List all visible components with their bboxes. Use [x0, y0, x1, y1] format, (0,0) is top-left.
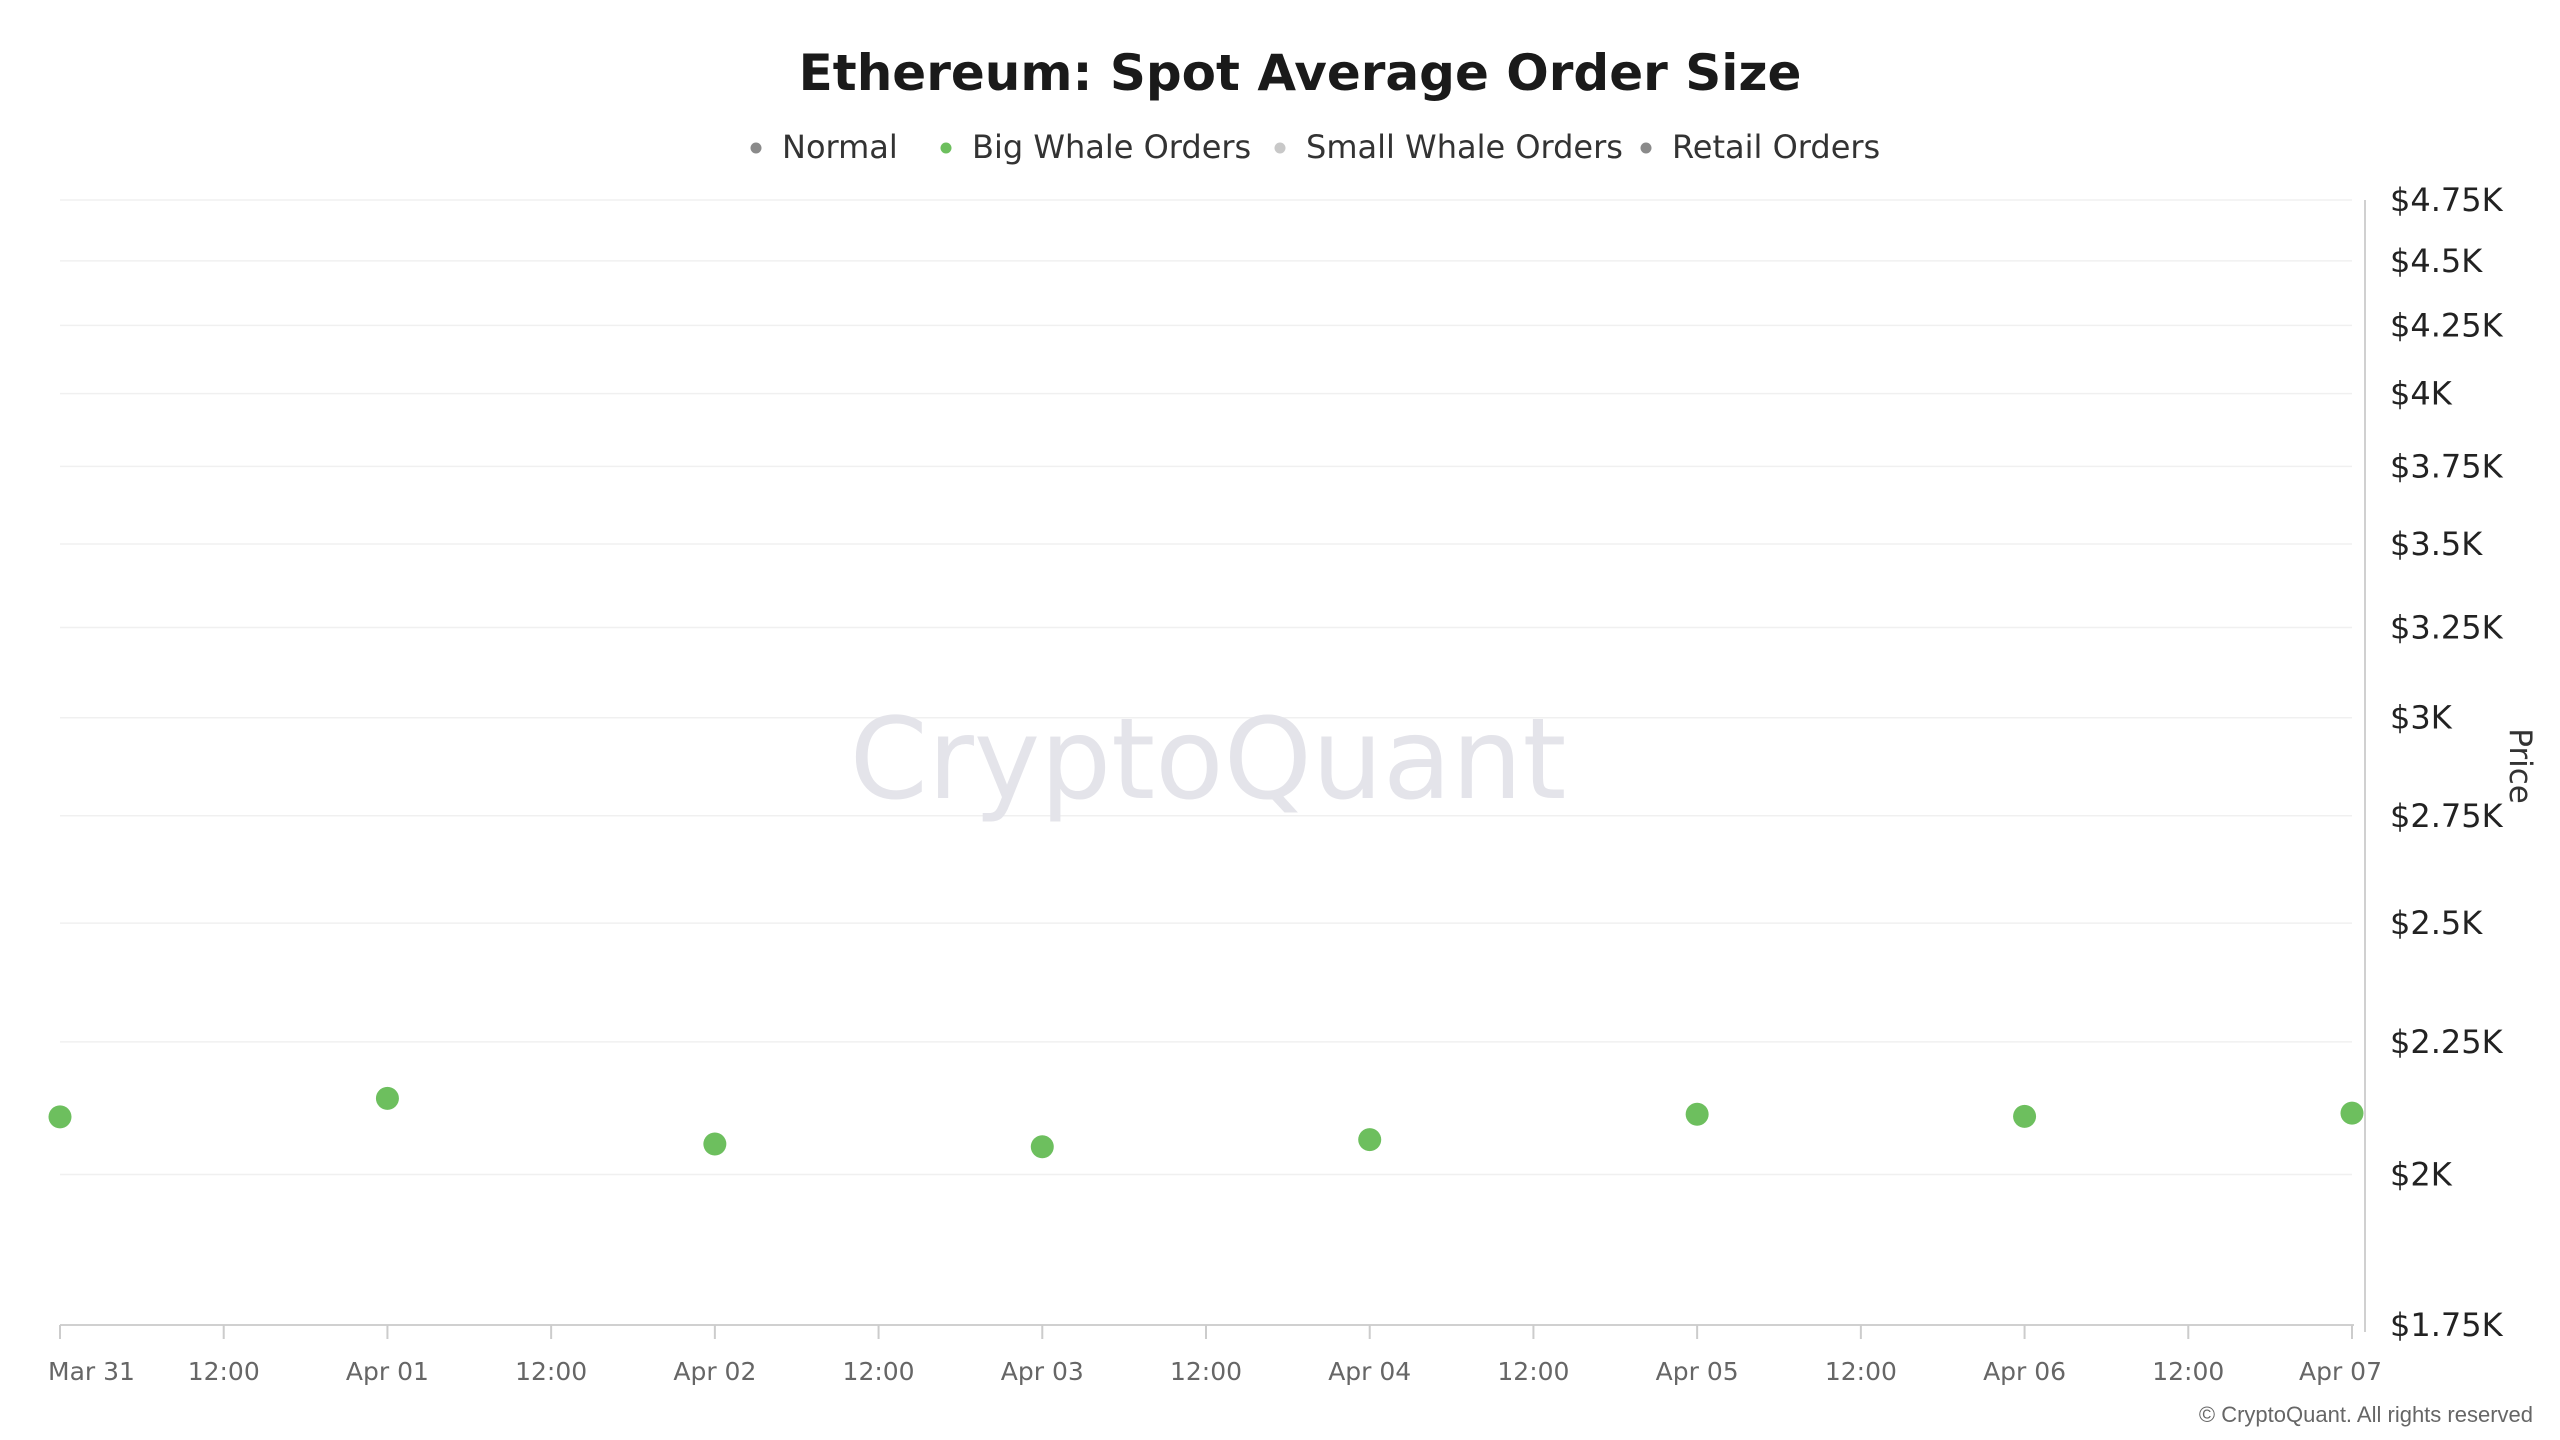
legend-marker — [1274, 142, 1286, 154]
x-tick-label: 12:00 — [1497, 1357, 1569, 1386]
x-axis-ticks: Mar 31 12:00 Apr 01 12:00 Apr 02 12:00 Apr 03 1… — [48, 1325, 2382, 1386]
y-tick-label: $3.5K — [2390, 525, 2483, 563]
legend-label: Normal — [782, 128, 898, 166]
x-tick-label: 12:00 — [1825, 1357, 1897, 1386]
data-point[interactable] — [48, 1105, 72, 1129]
y-tick-label: $4.25K — [2390, 306, 2504, 344]
legend-item-big-whale-orders[interactable]: Big Whale Orders — [940, 128, 1252, 166]
legend-marker — [940, 142, 952, 154]
x-tick-label: Apr 01 — [346, 1357, 429, 1386]
legend: Normal Big Whale Orders Small Whale Orders… — [750, 128, 1881, 166]
x-tick-label: Apr 05 — [1656, 1357, 1739, 1386]
x-tick-label: Apr 07 — [2299, 1357, 2382, 1386]
y-axis-ticks: $1.75K $2K $2.25K $2.5K $2.75K $3K $3.25K $3.5K… — [2390, 181, 2504, 1344]
y-tick-label: $3.75K — [2390, 447, 2504, 485]
x-tick-label: Mar 31 — [48, 1357, 135, 1386]
legend-marker — [750, 142, 762, 154]
data-point[interactable] — [1358, 1128, 1382, 1152]
data-point[interactable] — [1030, 1135, 1054, 1159]
chart-title: Ethereum: Spot Average Order Size — [799, 44, 1802, 102]
y-axis-label: Price — [2502, 728, 2538, 804]
data-point[interactable] — [1685, 1102, 1709, 1126]
data-point[interactable] — [703, 1132, 727, 1156]
legend-label: Retail Orders — [1672, 128, 1880, 166]
x-tick-label: 12:00 — [843, 1357, 915, 1386]
legend-item-normal[interactable]: Normal — [750, 128, 898, 166]
y-tick-label: $2.75K — [2390, 797, 2504, 835]
grid-lines — [60, 199, 2352, 1176]
y-tick-label: $4.75K — [2390, 181, 2504, 219]
data-point[interactable] — [2340, 1101, 2364, 1125]
x-tick-label: 12:00 — [515, 1357, 587, 1386]
legend-marker — [1640, 142, 1652, 154]
y-tick-label: $2K — [2390, 1156, 2453, 1194]
data-points — [48, 1086, 2364, 1159]
data-point[interactable] — [375, 1086, 399, 1110]
x-tick-label: Apr 06 — [1983, 1357, 2066, 1386]
y-tick-label: $2.25K — [2390, 1023, 2504, 1061]
x-tick-label: 12:00 — [1170, 1357, 1242, 1386]
x-tick-label: Apr 03 — [1001, 1357, 1084, 1386]
y-tick-label: $4K — [2390, 375, 2453, 413]
y-tick-label: $3K — [2390, 699, 2453, 737]
copyright-credit: © CryptoQuant. All rights reserved — [2199, 1402, 2533, 1427]
y-tick-label: $3.25K — [2390, 609, 2504, 647]
legend-label: Small Whale Orders — [1306, 128, 1623, 166]
legend-item-retail-orders[interactable]: Retail Orders — [1640, 128, 1881, 166]
watermark-logo: CryptoQuant — [850, 695, 1567, 825]
x-tick-label: Apr 04 — [1328, 1357, 1411, 1386]
legend-label: Big Whale Orders — [972, 128, 1251, 166]
data-point[interactable] — [2013, 1104, 2037, 1128]
x-tick-label: 12:00 — [188, 1357, 260, 1386]
y-tick-label: $2.5K — [2390, 904, 2483, 942]
x-tick-label: 12:00 — [2152, 1357, 2224, 1386]
x-tick-label: Apr 02 — [673, 1357, 756, 1386]
y-tick-label: $4.5K — [2390, 242, 2483, 280]
legend-item-small-whale-orders[interactable]: Small Whale Orders — [1274, 128, 1623, 166]
y-tick-label: $1.75K — [2390, 1306, 2504, 1344]
